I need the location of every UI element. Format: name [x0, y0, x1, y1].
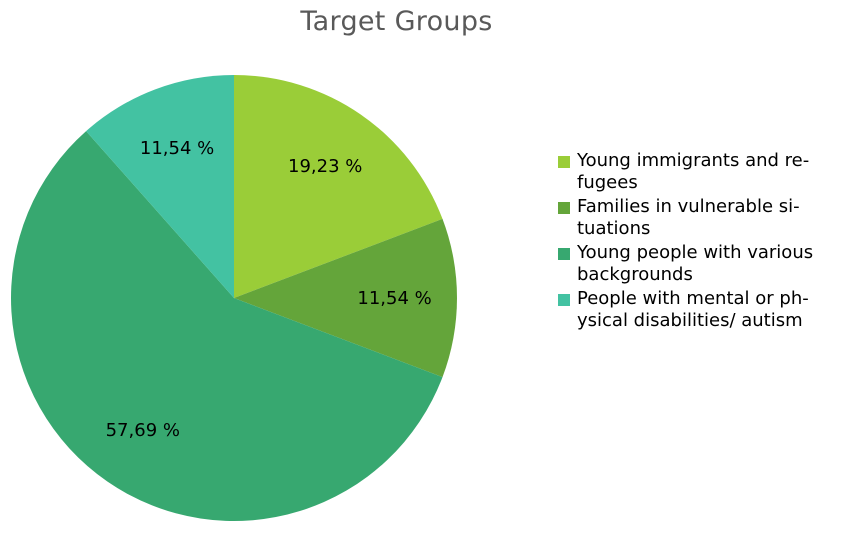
legend-swatch [558, 248, 570, 260]
legend: Young immigrants and re- fugees Families… [558, 150, 848, 334]
legend-item: Young immigrants and re- fugees [558, 150, 848, 194]
legend-item: Families in vulnerable si- tuations [558, 196, 848, 240]
pie-slice [234, 75, 443, 298]
legend-label: Young people with various backgrounds [577, 242, 814, 285]
pie-slice-label: 57,69 % [106, 420, 180, 441]
legend-item: People with mental or ph- ysical disabil… [558, 288, 848, 332]
pie-slice-labels: 19,23 % 11,54 % 57,69 % 11,54 % [106, 138, 432, 441]
legend-label: People with mental or ph- ysical disabil… [577, 288, 809, 331]
legend-swatch [558, 156, 570, 168]
pie-slice-label: 19,23 % [288, 156, 362, 177]
legend-item: Young people with various backgrounds [558, 242, 848, 286]
pie-slice-label: 11,54 % [357, 288, 431, 309]
legend-swatch [558, 202, 570, 214]
chart-title: Target Groups [300, 6, 493, 37]
pie-slices [11, 75, 457, 521]
legend-label: Families in vulnerable si- tuations [577, 196, 800, 239]
pie-slice-label: 11,54 % [140, 138, 214, 159]
legend-label: Young immigrants and re- fugees [577, 150, 810, 193]
pie-slice [86, 75, 234, 298]
legend-swatch [558, 294, 570, 306]
pie-slice [234, 218, 457, 378]
pie-slice [11, 131, 443, 521]
